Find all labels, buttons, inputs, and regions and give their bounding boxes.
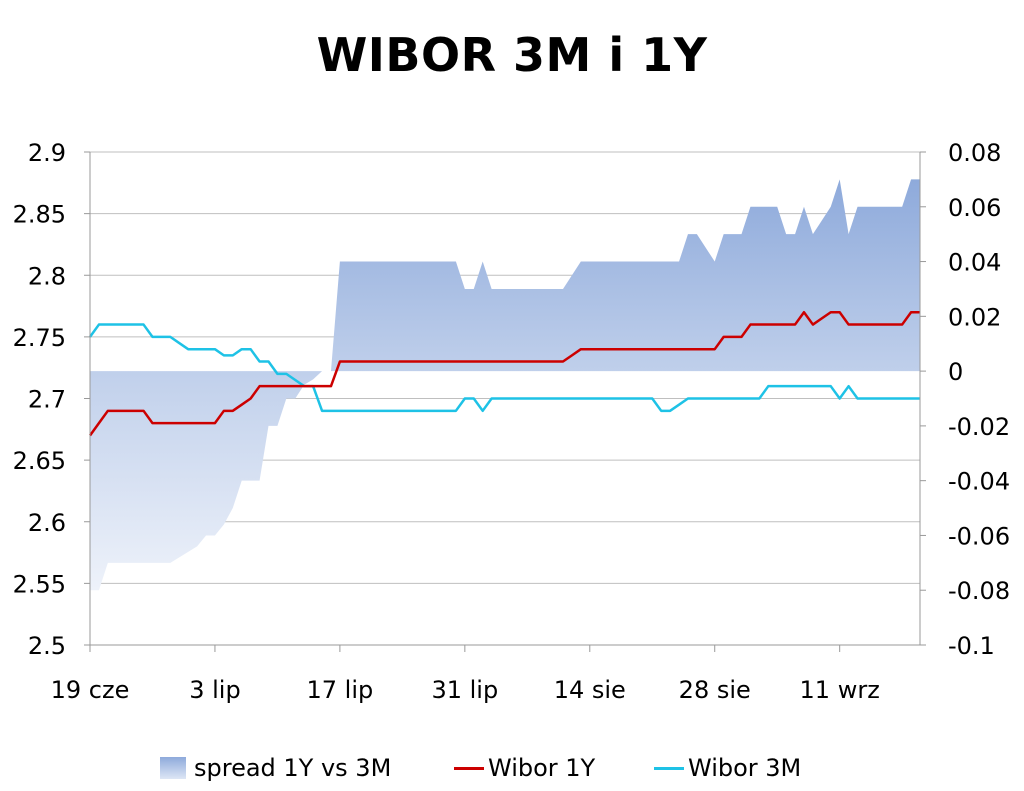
legend-swatch-spread	[160, 757, 186, 779]
left-axis-ticks: 2.9 2.85 2.8 2.75 2.7 2.65 2.6 2.55 2.5	[13, 139, 90, 660]
right-tick-label: 0.06	[948, 194, 1001, 222]
right-tick-label: 0.04	[948, 249, 1001, 277]
left-tick-label: 2.5	[28, 632, 66, 660]
left-tick-label: 2.7	[28, 386, 66, 414]
legend-item-wibor-1y: Wibor 1Y	[454, 748, 595, 788]
legend-item-wibor-3m: Wibor 3M	[654, 748, 801, 788]
right-tick-label: 0.02	[948, 303, 1001, 331]
left-tick-label: 2.6	[28, 509, 66, 537]
left-tick-label: 2.8	[28, 262, 66, 290]
x-tick-label: 28 sie	[679, 676, 751, 704]
left-tick-label: 2.85	[13, 201, 66, 229]
right-tick-label: -0.1	[948, 632, 995, 660]
spread-area	[90, 179, 920, 591]
wibor-1y-line	[88, 310, 920, 437]
x-tick-label: 19 cze	[51, 676, 130, 704]
spread-area-layer	[90, 179, 920, 591]
x-tick-label: 11 wrz	[800, 676, 880, 704]
legend-item-spread: spread 1Y vs 3M	[160, 748, 391, 788]
x-tick-label: 14 sie	[554, 676, 626, 704]
legend-label-wibor-1y: Wibor 1Y	[488, 754, 596, 782]
x-axis-ticks: 19 cze 3 lip 17 lip 31 lip 14 sie 28 sie 11 wr…	[51, 645, 880, 704]
series-lines-layer	[88, 310, 920, 437]
wibor-3m-line	[88, 323, 920, 413]
left-tick-label: 2.9	[28, 139, 66, 167]
legend-swatch-wibor-1y	[454, 766, 484, 770]
x-tick-label: 17 lip	[307, 676, 374, 704]
right-tick-label: -0.06	[948, 522, 1010, 550]
right-tick-label: 0	[948, 358, 963, 386]
left-tick-label: 2.55	[13, 570, 66, 598]
x-tick-label: 3 lip	[189, 676, 240, 704]
legend: spread 1Y vs 3M Wibor 1Y Wibor 3M	[0, 748, 1024, 788]
chart-title: WIBOR 3M i 1Y	[316, 28, 708, 82]
right-axis-ticks: 0.08 0.06 0.04 0.02 0 -0.02 -0.04 -0.06 -0.08 -0.…	[920, 139, 1010, 660]
x-tick-label: 31 lip	[431, 676, 498, 704]
left-tick-label: 2.75	[13, 324, 66, 352]
left-tick-label: 2.65	[13, 447, 66, 475]
right-tick-label: -0.02	[948, 413, 1010, 441]
right-tick-label: -0.04	[948, 468, 1010, 496]
right-tick-label: -0.08	[948, 577, 1010, 605]
legend-label-wibor-3m: Wibor 3M	[688, 754, 802, 782]
legend-label-spread: spread 1Y vs 3M	[194, 754, 392, 782]
legend-swatch-wibor-3m	[654, 766, 684, 770]
right-tick-label: 0.08	[948, 139, 1001, 167]
